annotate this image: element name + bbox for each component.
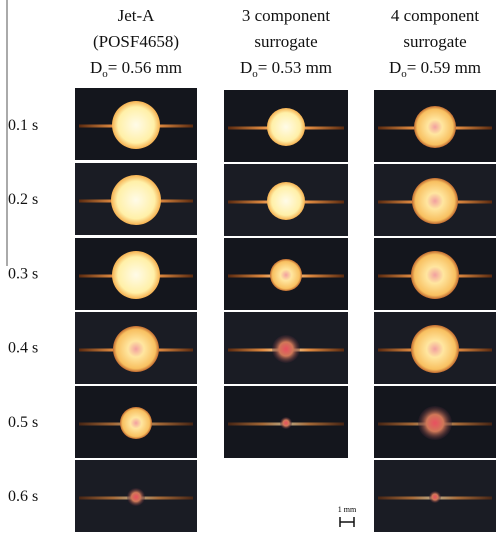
diameter-symbol: D <box>389 58 401 77</box>
droplet <box>113 326 159 372</box>
time-label: 0.6 s <box>8 488 38 505</box>
scale-bar: 1 mm <box>338 505 357 527</box>
droplet-image <box>75 386 197 458</box>
time-label: 0.2 s <box>8 191 38 208</box>
time-label: 0.1 s <box>8 117 38 134</box>
column-title: 4 component <box>391 6 480 25</box>
diameter-symbol: D <box>240 58 252 77</box>
droplet <box>412 178 458 224</box>
droplet <box>267 182 305 220</box>
droplet-image <box>75 88 197 160</box>
diameter-label: Do= 0.56 mm <box>90 58 182 80</box>
droplet <box>120 407 152 439</box>
column-title: surrogate <box>403 32 466 51</box>
droplet-image <box>374 238 496 310</box>
droplet <box>411 325 459 373</box>
diameter-symbol: D <box>90 58 102 77</box>
droplet-image <box>75 163 197 235</box>
droplet <box>429 491 441 503</box>
droplet-image <box>224 238 348 310</box>
droplet-image <box>224 164 348 236</box>
diameter-label: Do= 0.59 mm <box>389 58 481 80</box>
droplet-image <box>374 164 496 236</box>
droplet <box>280 417 292 429</box>
droplet-image <box>374 312 496 384</box>
droplet-image <box>374 90 496 162</box>
droplet-image <box>224 312 348 384</box>
droplet <box>414 106 456 148</box>
droplet <box>272 335 300 363</box>
diameter-value: = 0.59 mm <box>407 58 481 77</box>
droplet <box>127 488 145 506</box>
column-title: Jet-A <box>118 6 156 25</box>
droplet <box>112 251 160 299</box>
time-label: 0.3 s <box>8 265 38 282</box>
column-title: 3 component <box>242 6 331 25</box>
figure: Jet-A (POSF4658) Do= 0.56 mm 3 component sur… <box>0 0 497 533</box>
image-grid <box>75 88 496 532</box>
droplet <box>418 406 452 440</box>
droplet <box>267 108 305 146</box>
droplet-image <box>75 460 197 532</box>
diameter-label: Do= 0.53 mm <box>240 58 332 80</box>
time-label: 0.5 s <box>8 414 38 431</box>
scale-label: 1 mm <box>338 505 357 514</box>
droplet <box>411 251 459 299</box>
column-title: surrogate <box>254 32 317 51</box>
time-label: 0.4 s <box>8 340 38 357</box>
droplet <box>111 175 161 225</box>
droplet-image <box>75 312 197 384</box>
droplet <box>270 259 302 291</box>
droplet <box>112 101 160 149</box>
droplet-image <box>224 386 348 458</box>
column-title: (POSF4658) <box>93 32 179 51</box>
diameter-value: = 0.53 mm <box>258 58 332 77</box>
droplet-image <box>224 90 348 162</box>
droplet-image <box>374 460 496 532</box>
droplet-image <box>374 386 496 458</box>
droplet-image <box>75 238 197 310</box>
diameter-value: = 0.56 mm <box>108 58 182 77</box>
